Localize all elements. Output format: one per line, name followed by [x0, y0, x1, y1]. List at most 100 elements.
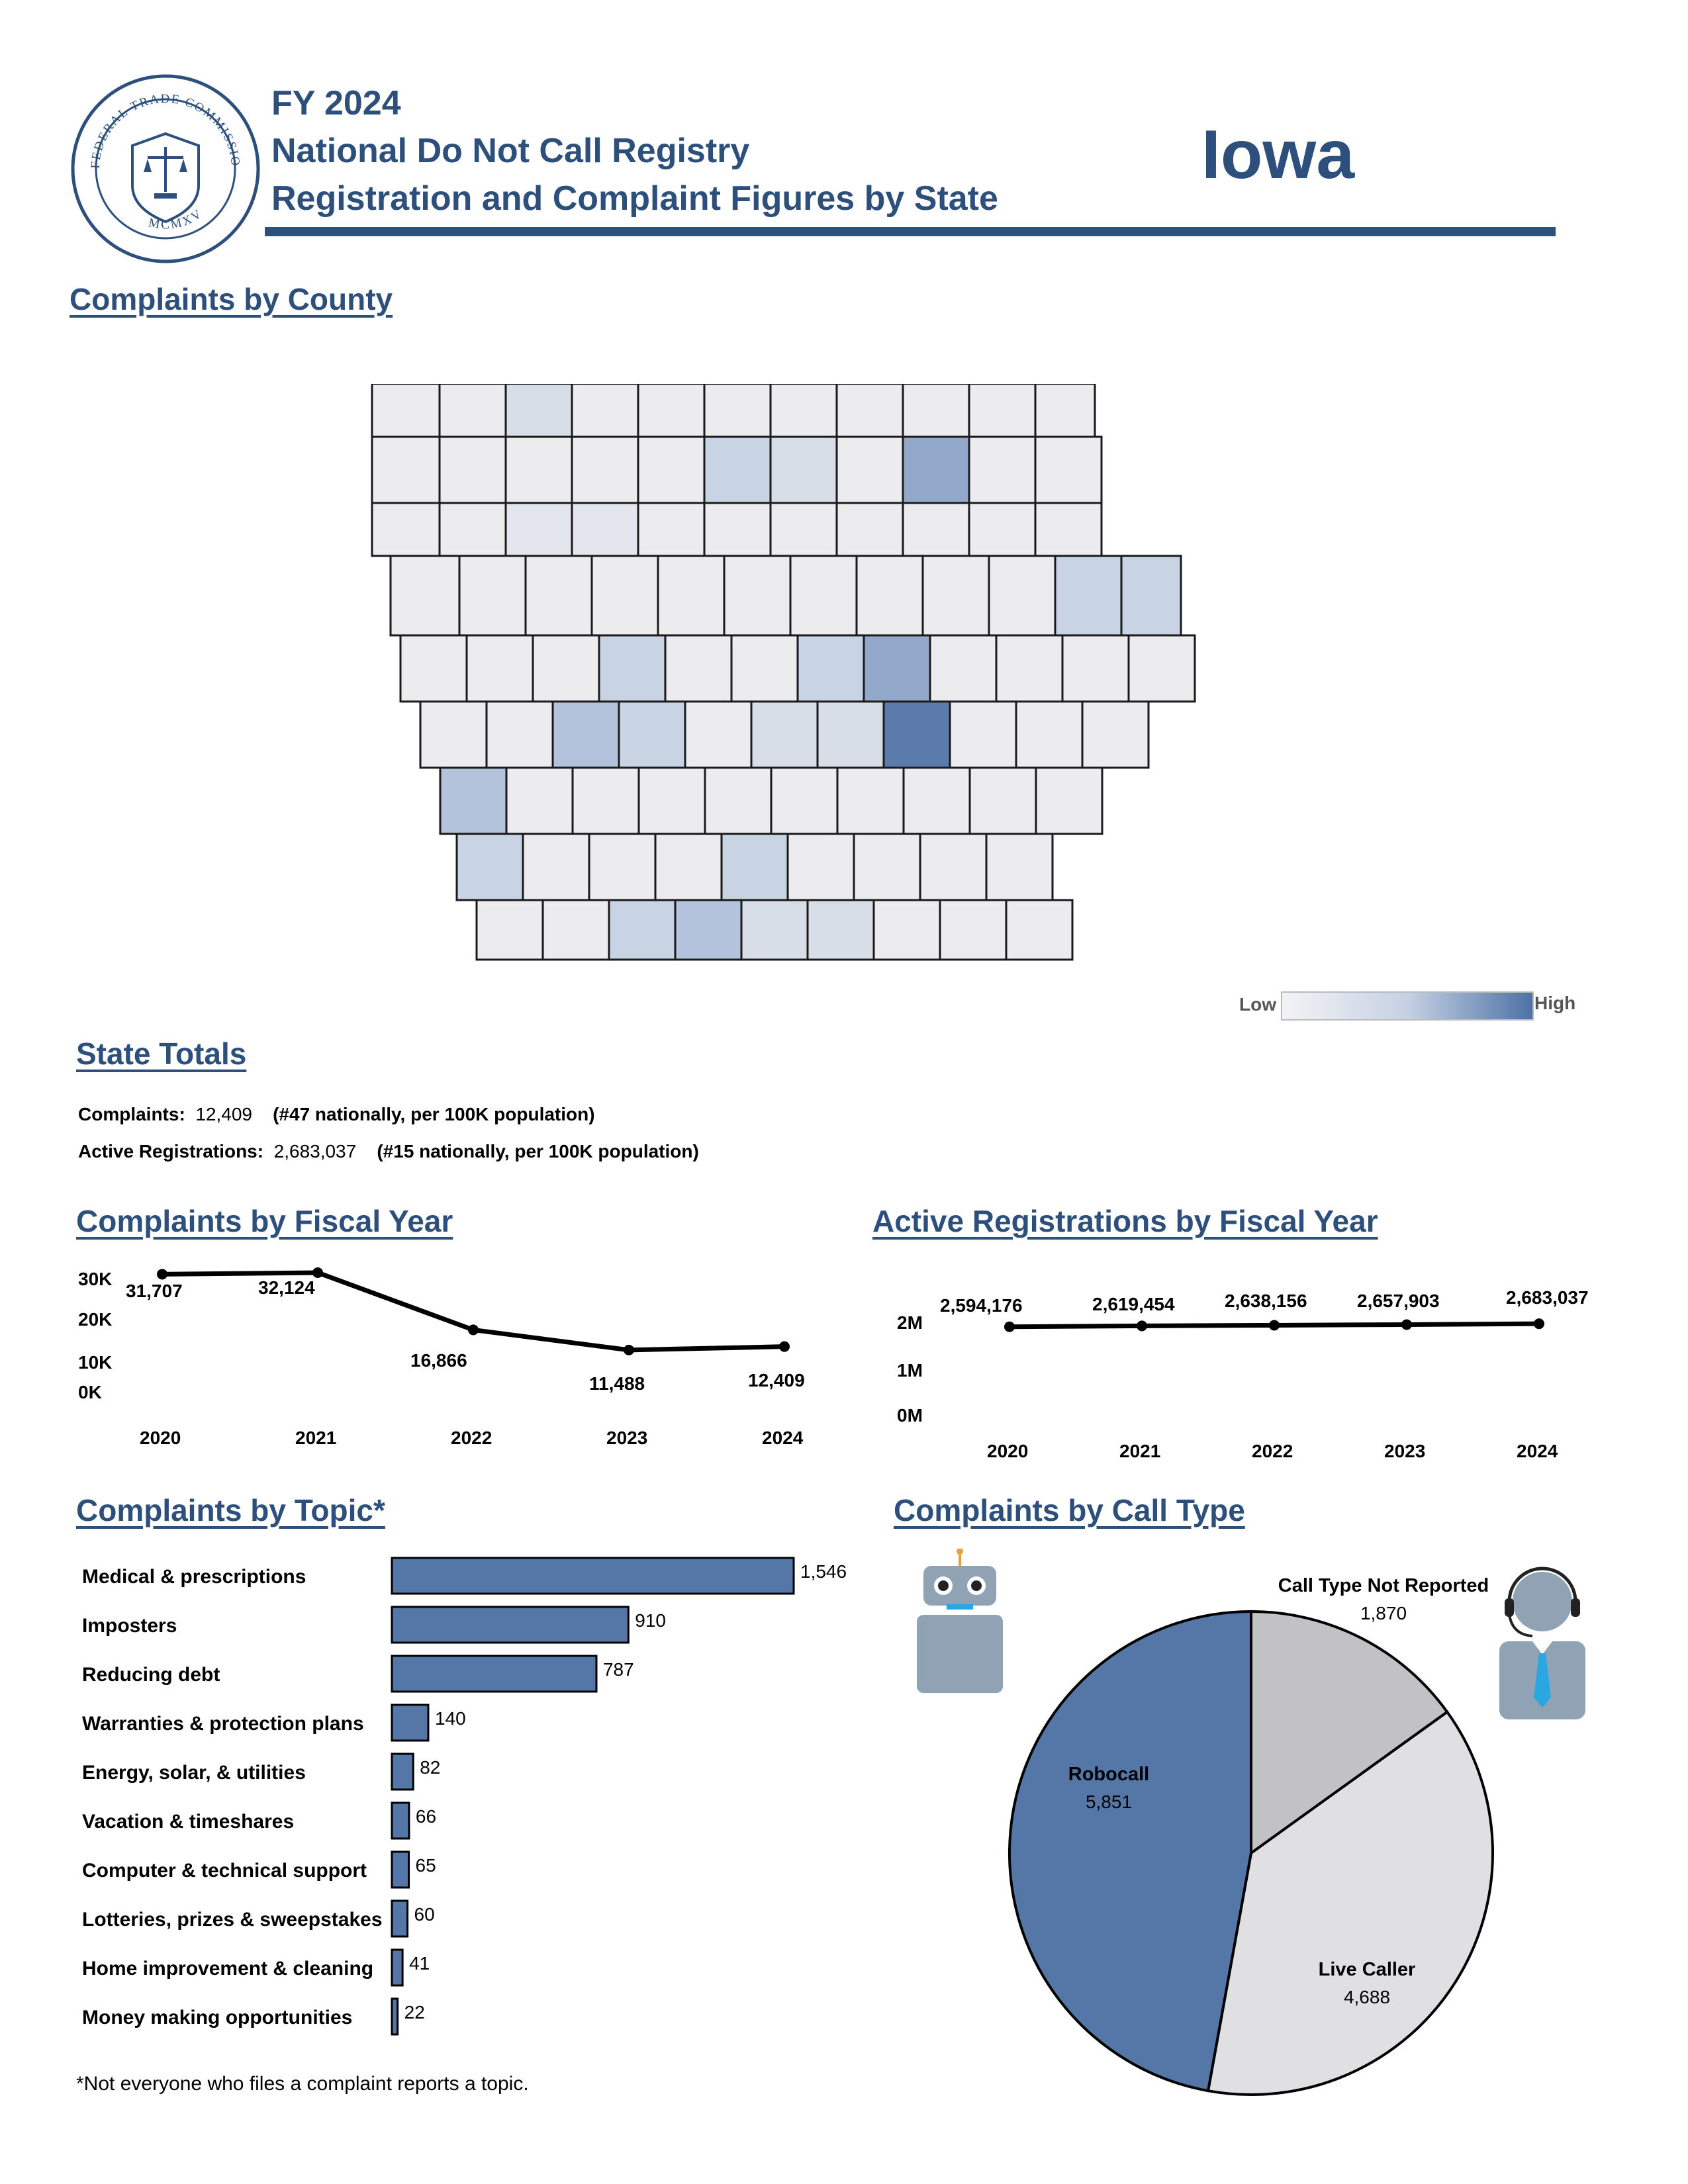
complaints-x-tick: 2021 — [295, 1428, 336, 1448]
county — [1015, 700, 1084, 769]
county — [371, 435, 441, 504]
county — [598, 634, 667, 703]
topic-bar — [391, 1752, 414, 1791]
county — [439, 766, 508, 835]
county — [438, 435, 507, 504]
registrations-x-tick: 2023 — [1384, 1441, 1425, 1461]
topic-value: 1,546 — [800, 1561, 847, 1582]
topics-chart: Medical & prescriptions 1,546 Imposters 910… — [66, 1549, 887, 2055]
complaints-fy-title: Complaints by Fiscal Year — [76, 1204, 453, 1238]
county — [438, 502, 507, 557]
complaints-data-label: 32,124 — [258, 1277, 315, 1298]
county — [1120, 555, 1182, 637]
county — [769, 435, 838, 504]
county — [455, 833, 524, 901]
pie-label: Robocall — [1068, 1764, 1149, 1785]
topic-value: 60 — [414, 1904, 435, 1925]
topic-value: 140 — [435, 1708, 466, 1729]
county — [1081, 700, 1150, 769]
fiscal-year-heading: FY 2024 — [271, 84, 401, 122]
county — [988, 555, 1056, 637]
registrations-rank: (#15 nationally, per 100K population) — [377, 1141, 699, 1161]
county — [949, 700, 1017, 769]
topics-title: Complaints by Topic* — [76, 1493, 385, 1527]
county — [524, 555, 593, 637]
county — [637, 766, 706, 835]
topic-value: 41 — [409, 1953, 430, 1974]
pie-slice-live-caller — [1206, 1709, 1494, 2096]
registrations-total-line: Active Registrations: 2,683,037 (#15 nat… — [78, 1141, 699, 1162]
registrations-data-label: 2,683,037 — [1506, 1287, 1589, 1308]
county — [704, 766, 773, 835]
complaints-y-tick: 20K — [78, 1309, 112, 1330]
county — [1005, 899, 1074, 961]
registrations-point — [1004, 1321, 1015, 1332]
topic-bar — [391, 1948, 404, 1987]
county — [465, 634, 534, 703]
topic-bar — [391, 1655, 598, 1693]
county — [806, 899, 875, 961]
county — [968, 435, 1037, 504]
registrations-x-tick: 2020 — [987, 1441, 1028, 1461]
county — [789, 555, 858, 637]
county — [551, 700, 620, 769]
county — [786, 833, 855, 901]
county — [389, 555, 461, 637]
complaints-x-tick: 2024 — [762, 1428, 804, 1448]
topic-label: Home improvement & cleaning — [82, 1958, 373, 1979]
county — [939, 899, 1008, 961]
county — [674, 899, 743, 961]
call-type-pie: Robocall 5,851 Live Caller 4,688 — [993, 1595, 1509, 2115]
county — [438, 383, 507, 438]
county — [541, 899, 610, 961]
registrations-x-tick: 2024 — [1517, 1441, 1558, 1461]
county — [855, 555, 924, 637]
topic-label: Money making opportunities — [82, 2007, 352, 2028]
county — [571, 383, 639, 438]
county — [1034, 383, 1096, 438]
registrations-y-tick: 1M — [897, 1360, 923, 1381]
pie-label-not-reported: Call Type Not Reported — [1278, 1575, 1489, 1596]
county — [458, 555, 527, 637]
county — [1061, 634, 1130, 703]
county — [1034, 502, 1103, 557]
map-section-title: Complaints by County — [70, 282, 393, 316]
county — [654, 833, 723, 901]
county — [657, 555, 726, 637]
pie-label: Live Caller — [1319, 1959, 1416, 1980]
figures-heading: Registration and Complaint Figures by St… — [271, 179, 998, 218]
topic-bar — [391, 1899, 409, 1938]
county — [485, 700, 554, 769]
topic-label: Warranties & protection plans — [82, 1713, 364, 1735]
county — [882, 700, 951, 769]
county — [522, 833, 590, 901]
topic-value: 787 — [603, 1659, 634, 1680]
ftc-seal: FEDERAL TRADE COMMISSION MCMXV — [64, 62, 261, 265]
county — [637, 435, 706, 504]
pie-value: 4,688 — [1344, 1987, 1390, 2007]
complaints-y-tick: 0K — [78, 1382, 102, 1402]
county — [571, 766, 640, 835]
registry-heading: National Do Not Call Registry — [271, 132, 750, 170]
complaints-line — [162, 1270, 785, 1353]
county — [399, 634, 468, 703]
topic-value: 82 — [420, 1757, 440, 1778]
county — [637, 383, 706, 438]
header-rule — [265, 227, 1556, 236]
topic-label: Reducing debt — [82, 1664, 220, 1686]
registrations-y-tick: 0M — [897, 1405, 923, 1426]
registrations-total-value: 2,683,037 — [273, 1141, 357, 1161]
county — [985, 833, 1054, 901]
topic-label: Energy, solar, & utilities — [82, 1762, 306, 1784]
topics-footnote: *Not everyone who files a complaint repo… — [76, 2073, 529, 2095]
topic-label: Lotteries, prizes & sweepstakes — [82, 1909, 383, 1931]
county — [769, 502, 838, 557]
complaints-data-label: 11,488 — [589, 1373, 645, 1394]
county — [703, 502, 772, 557]
county — [571, 502, 639, 557]
county — [902, 435, 970, 504]
county — [618, 700, 686, 769]
county — [835, 435, 904, 504]
county — [608, 899, 677, 961]
call-type-title: Complaints by Call Type — [894, 1493, 1245, 1527]
